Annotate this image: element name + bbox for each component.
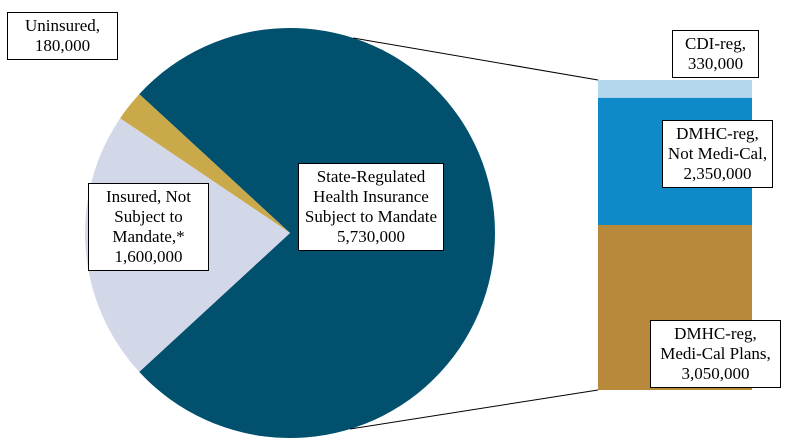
category-label: Uninsured,: [24, 16, 101, 35]
value-label: 330,000: [687, 54, 744, 73]
data-label: Insured, Not Subject to Mandate,* 1,600,0…: [88, 183, 209, 271]
category-label: CDI-reg,: [685, 34, 746, 53]
data-label: CDI-reg, 330,000: [672, 30, 759, 78]
value-label: 1,600,000: [114, 247, 183, 266]
bar-segment: [598, 80, 752, 98]
value-label: 180,000: [34, 36, 91, 55]
data-label: Uninsured, 180,000: [7, 12, 118, 60]
value-label: 3,050,000: [681, 364, 750, 383]
value-label: 2,350,000: [683, 164, 752, 183]
connector-line: [349, 389, 599, 430]
data-label: State-Regulated Health Insurance Subject…: [298, 163, 444, 251]
category-label: DMHC-reg, Medi-Cal Plans,: [660, 324, 771, 363]
category-label: Insured, Not Subject to Mandate,*: [106, 187, 191, 246]
category-label: State-Regulated Health Insurance Subject…: [304, 167, 438, 226]
pie-slice: [120, 94, 290, 233]
data-label: DMHC-reg, Not Medi-Cal, 2,350,000: [662, 120, 773, 188]
connector-line: [353, 37, 599, 81]
category-label: DMHC-reg, Not Medi-Cal,: [667, 124, 768, 163]
data-label: DMHC-reg, Medi-Cal Plans, 3,050,000: [650, 320, 781, 388]
value-label: 5,730,000: [337, 227, 405, 246]
